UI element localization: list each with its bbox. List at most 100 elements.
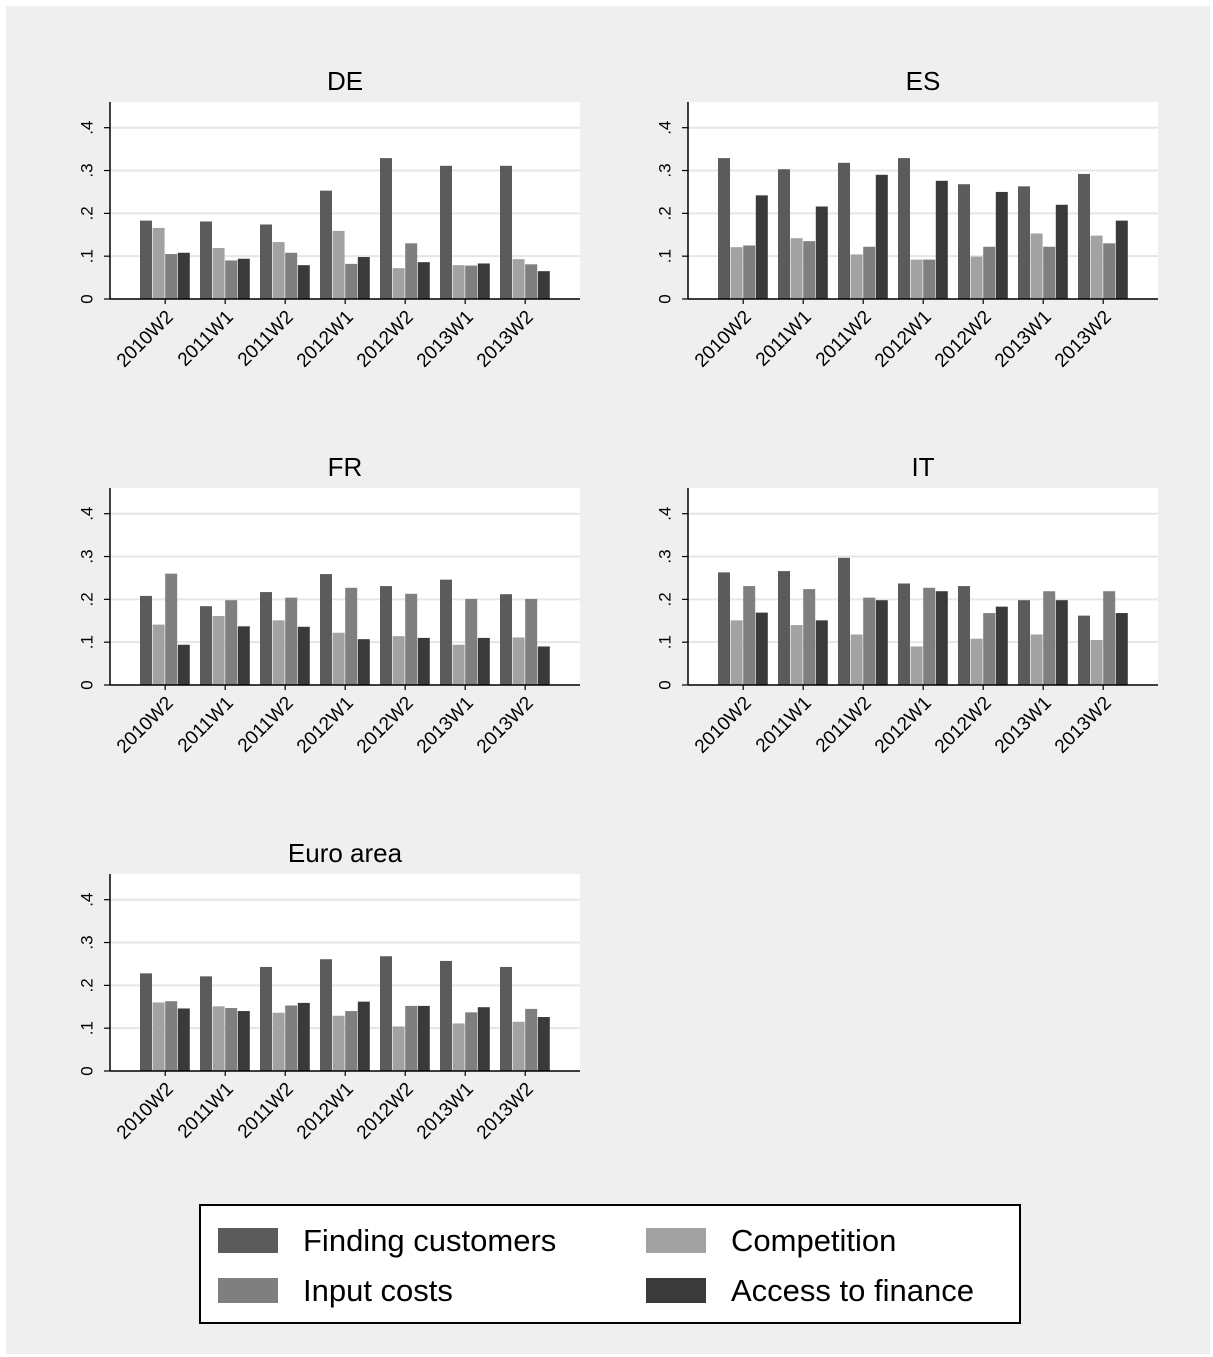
panel-title: FR [328,452,363,482]
bar [272,242,285,299]
bar [165,1001,178,1071]
y-tick-label: .1 [77,249,96,263]
bar [958,586,970,685]
panel-title: IT [911,452,934,482]
bar [177,1008,190,1071]
x-tick-label: 2013W2 [1051,307,1116,372]
x-tick-label: 2013W1 [413,693,478,758]
legend-label: Competition [731,1223,896,1258]
bar [1055,204,1068,299]
bar [803,241,816,299]
bar [537,271,550,299]
bar [1090,235,1103,299]
bar [345,263,358,299]
y-tick-label: .2 [655,592,674,606]
bar [152,227,165,299]
x-tick-label: 2013W1 [413,307,478,372]
bar [512,259,525,299]
bar [1043,246,1056,299]
legend-label: Finding customers [303,1223,556,1258]
x-tick-label: 2013W2 [473,1079,538,1144]
bar [983,246,996,299]
bar [440,579,452,685]
bar [332,1015,345,1071]
bar [452,644,465,685]
bar [875,600,888,685]
panel-es: 0.1.2.3.42010W22011W12011W22012W12012W22… [655,66,1158,372]
y-tick-label: .3 [77,935,96,949]
bar [898,583,910,685]
bar [1103,243,1116,299]
bar [177,644,190,685]
bar [743,245,756,299]
x-tick-label: 2012W1 [871,307,936,372]
bar [200,976,212,1071]
bar [237,258,250,299]
bar [898,158,910,299]
x-tick-label: 2012W1 [293,307,358,372]
bar [320,190,332,299]
bar [525,598,538,685]
bar [285,252,298,299]
bar [1078,173,1090,299]
y-tick-label: .3 [655,163,674,177]
bar [297,1002,310,1071]
y-tick-label: .4 [77,121,96,135]
bar [440,960,452,1071]
legend-swatch [646,1228,706,1253]
bar [272,620,285,685]
x-tick-label: 2012W2 [931,307,996,372]
x-tick-label: 2013W2 [473,307,538,372]
bar [778,169,790,299]
x-tick-label: 2011W1 [752,307,816,371]
y-tick-label: .4 [77,893,96,907]
x-tick-label: 2012W1 [871,693,936,758]
bar [200,606,212,685]
x-tick-label: 2011W1 [752,693,816,757]
bar [212,248,225,299]
bar [500,594,512,685]
bar [525,1008,538,1071]
panel-title: DE [327,66,363,96]
bar [1018,186,1030,299]
bar [730,247,743,299]
bar [477,637,490,685]
bar [320,574,332,685]
bar [260,592,272,685]
bar [452,1023,465,1071]
panel-de: 0.1.2.3.42010W22011W12011W22012W12012W22… [77,66,580,372]
bar [755,195,768,299]
bar [1090,640,1103,685]
x-tick-label: 2012W2 [353,1079,418,1144]
bar [357,1001,370,1071]
bar [718,572,730,685]
bar [392,268,405,299]
bar [417,262,430,299]
bar [983,613,996,685]
bar [1030,634,1043,685]
bar [743,586,756,685]
bar [440,165,452,299]
x-tick-label: 2011W2 [812,307,876,371]
bar [212,616,225,685]
x-tick-label: 2010W2 [691,307,756,372]
bar [970,638,983,685]
y-tick-label: 0 [77,294,96,303]
figure-background: 0.1.2.3.4 2010W2 2011W1 2011W2 2012W1 2012W2 2… [6,6,1210,1354]
bar [500,165,512,299]
bar [1115,220,1128,299]
bar [838,557,850,685]
bar [512,637,525,685]
y-tick-label: .1 [655,635,674,649]
bar [778,571,790,685]
bar [863,246,876,299]
y-tick-label: .3 [77,163,96,177]
panel-euro-area: 0.1.2.3.42010W22011W12011W22012W12012W22… [77,838,580,1144]
x-tick-label: 2013W2 [1051,693,1116,758]
bar [815,206,828,299]
x-tick-label: 2013W1 [413,1079,478,1144]
x-tick-label: 2013W1 [991,307,1056,372]
legend-label: Input costs [303,1273,453,1308]
x-tick-label: 2012W1 [293,693,358,758]
bar [140,595,152,685]
